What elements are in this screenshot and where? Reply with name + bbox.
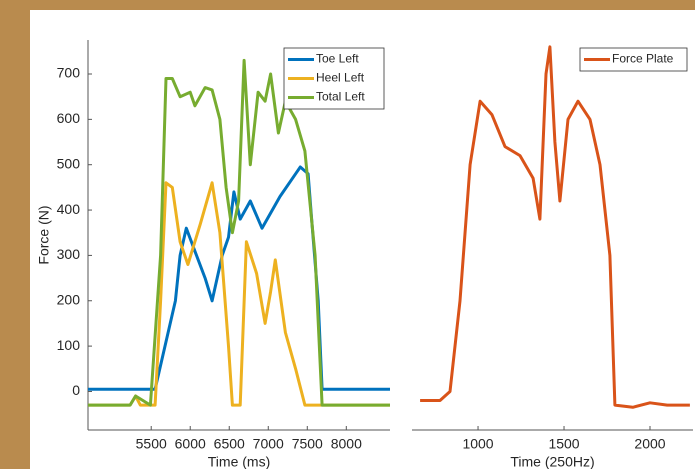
x-tick-label: 1000 bbox=[462, 436, 493, 452]
x-axis-label: Time (ms) bbox=[208, 454, 270, 469]
legend: Toe Left Heel Left Total Left bbox=[283, 47, 385, 110]
legend-label: Total Left bbox=[316, 90, 365, 104]
x-axis-label: Time (250Hz) bbox=[510, 454, 594, 469]
x-tick-label: 7000 bbox=[253, 436, 284, 452]
y-tick-label: 300 bbox=[57, 246, 81, 262]
legend-box bbox=[579, 47, 688, 72]
legend-label: Toe Left bbox=[316, 52, 359, 66]
y-tick-label: 100 bbox=[57, 337, 81, 353]
y-tick-label: 0 bbox=[72, 382, 80, 398]
y-axis-label: Force (N) bbox=[36, 205, 52, 264]
y-tick-label: 600 bbox=[57, 110, 81, 126]
legend: Force Plate bbox=[579, 47, 688, 72]
x-tick-label: 6500 bbox=[214, 436, 245, 452]
legend-label: Heel Left bbox=[316, 71, 365, 85]
series-line bbox=[88, 181, 390, 407]
x-tick-label: 7500 bbox=[292, 436, 323, 452]
y-tick-label: 200 bbox=[57, 291, 81, 307]
x-tick-label: 1500 bbox=[548, 436, 579, 452]
y-tick-label: 500 bbox=[57, 155, 81, 171]
series-line bbox=[420, 45, 690, 409]
y-tick-label: 400 bbox=[57, 201, 81, 217]
x-tick-label: 2000 bbox=[634, 436, 665, 452]
y-tick-label: 700 bbox=[57, 65, 81, 81]
x-tick-label: 5500 bbox=[136, 436, 167, 452]
legend-label: Force Plate bbox=[612, 52, 674, 66]
x-tick-label: 6000 bbox=[175, 436, 206, 452]
series-line bbox=[88, 58, 390, 407]
x-tick-label: 8000 bbox=[331, 436, 362, 452]
